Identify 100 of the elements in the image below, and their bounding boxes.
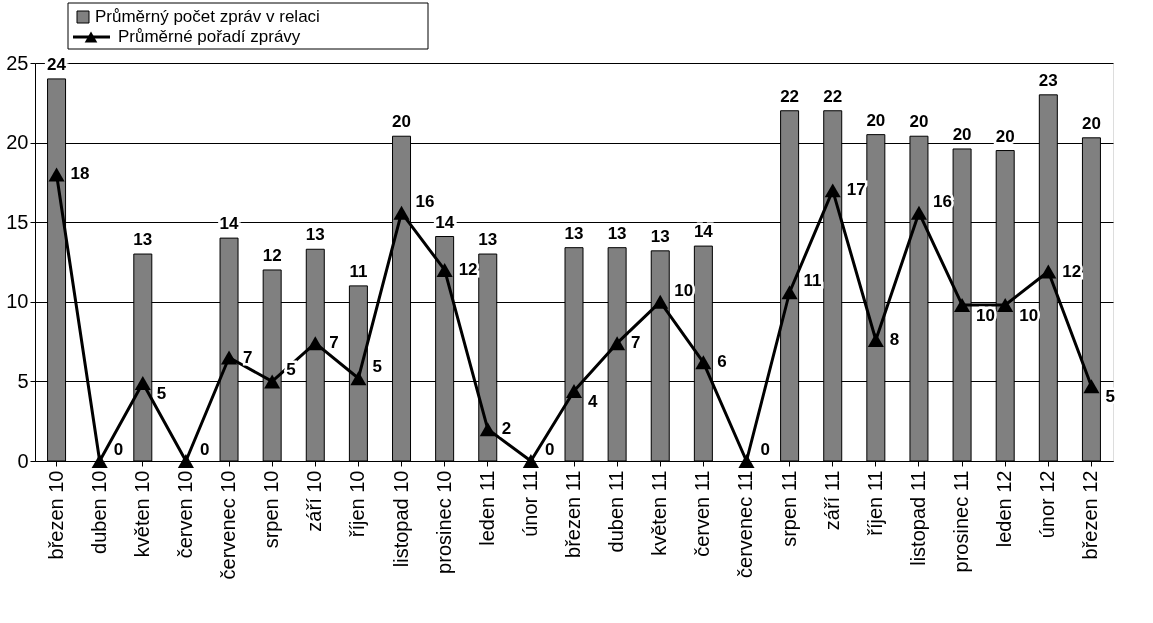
point — [738, 454, 755, 468]
data-label: 12 — [262, 245, 282, 265]
data-label: 4 — [588, 391, 598, 411]
data-label: 13 — [607, 223, 627, 243]
x-tick-label: únor 12 — [1036, 470, 1059, 539]
point — [867, 333, 884, 347]
data-label: 10 — [1019, 305, 1039, 325]
x-tick-label: květen 11 — [648, 470, 671, 556]
point — [393, 205, 410, 220]
data-label: 13 — [133, 230, 153, 250]
data-label: 13 — [650, 226, 670, 246]
x-tick-label: září 11 — [820, 470, 843, 531]
point — [1040, 264, 1057, 279]
data-label: 22 — [823, 86, 843, 106]
data-label: 22 — [780, 86, 800, 106]
data-label: 20 — [866, 110, 886, 130]
point — [436, 262, 453, 277]
data-label: 5 — [372, 357, 382, 377]
point — [264, 374, 281, 389]
x-tick-label: duben 10 — [87, 470, 110, 554]
data-label: 8 — [889, 330, 900, 350]
point — [652, 294, 669, 309]
point — [565, 383, 583, 398]
data-label: 10 — [674, 280, 694, 300]
data-label: 20 — [392, 112, 411, 132]
x-tick-label: leden 12 — [993, 470, 1016, 548]
data-label: 20 — [909, 112, 929, 132]
data-label: 14 — [693, 222, 714, 242]
data-label: 17 — [846, 180, 866, 200]
point — [609, 336, 626, 351]
point — [134, 376, 151, 390]
data-label: 5 — [156, 383, 167, 403]
point — [522, 454, 539, 468]
data-label: 7 — [329, 333, 339, 353]
data-label: 16 — [415, 191, 435, 211]
x-tick-label: únor 11 — [518, 470, 541, 537]
point — [350, 371, 367, 386]
data-label: 13 — [478, 230, 498, 250]
legend-label: Průměrný počet zpráv v relaci — [95, 7, 320, 26]
data-label: 23 — [1038, 70, 1058, 90]
y-tick-label: 25 — [6, 51, 29, 74]
x-tick-label: prosinec 10 — [432, 470, 455, 574]
data-label: 6 — [717, 352, 727, 372]
x-tick-label: květen 10 — [130, 470, 153, 558]
y-tick-label: 20 — [6, 131, 29, 154]
x-tick-label: září 10 — [303, 470, 326, 532]
x-tick-label: březen 10 — [44, 470, 67, 560]
point — [479, 422, 496, 437]
point — [824, 183, 841, 198]
x-tick-label: srpen 10 — [260, 470, 283, 549]
x-tick-label: březen 11 — [562, 470, 584, 558]
x-tick-label: srpen 11 — [777, 470, 800, 547]
legend-label: Průměrné pořadí zprávy — [118, 27, 301, 46]
data-label: 7 — [243, 347, 253, 367]
data-label: 0 — [760, 440, 770, 459]
point — [781, 285, 798, 300]
x-tick-label: březen 12 — [1079, 470, 1102, 560]
data-label: 16 — [932, 191, 952, 211]
x-tick-label: červen 11 — [691, 470, 714, 557]
data-label: 13 — [305, 225, 325, 245]
y-tick-label: 5 — [17, 369, 29, 392]
y-tick-label: 0 — [17, 449, 29, 472]
point — [997, 298, 1014, 312]
data-label: 12 — [1062, 261, 1082, 281]
data-label: 20 — [1081, 113, 1101, 133]
data-label: 0 — [113, 440, 124, 459]
x-tick-label: červenec 10 — [217, 470, 240, 580]
y-tick-label: 10 — [6, 290, 29, 313]
x-tick-label: leden 11 — [475, 470, 498, 546]
data-label: 18 — [70, 164, 90, 184]
data-label: 0 — [199, 440, 210, 459]
y-tick-label: 15 — [6, 210, 29, 233]
point — [91, 454, 108, 468]
data-label: 12 — [458, 259, 478, 279]
point — [695, 355, 712, 370]
x-tick-label: červen 10 — [173, 470, 196, 559]
point — [177, 454, 194, 468]
data-label: 20 — [995, 126, 1015, 146]
point — [1083, 379, 1100, 394]
data-label: 0 — [544, 440, 555, 459]
data-label: 11 — [349, 261, 368, 281]
data-label: 13 — [564, 223, 584, 243]
x-tick-label: říjen 11 — [863, 470, 886, 536]
x-tick-label: duben 11 — [605, 470, 628, 553]
data-label: 10 — [976, 305, 995, 325]
x-tick-label: prosinec 11 — [950, 470, 973, 573]
data-label: 7 — [631, 333, 641, 353]
x-tick-label: listopad 10 — [389, 470, 412, 568]
x-tick-label: říjen 10 — [346, 470, 369, 538]
data-label: 20 — [952, 124, 972, 144]
data-label: 11 — [803, 271, 822, 291]
point — [307, 336, 324, 351]
data-label: 5 — [1105, 387, 1115, 407]
x-tick-label: listopad 11 — [906, 470, 929, 566]
x-tick-label: červenec 11 — [734, 470, 757, 578]
point — [910, 205, 928, 220]
point — [48, 167, 65, 182]
data-label: 2 — [501, 419, 512, 439]
point — [954, 298, 971, 312]
point — [220, 350, 238, 365]
